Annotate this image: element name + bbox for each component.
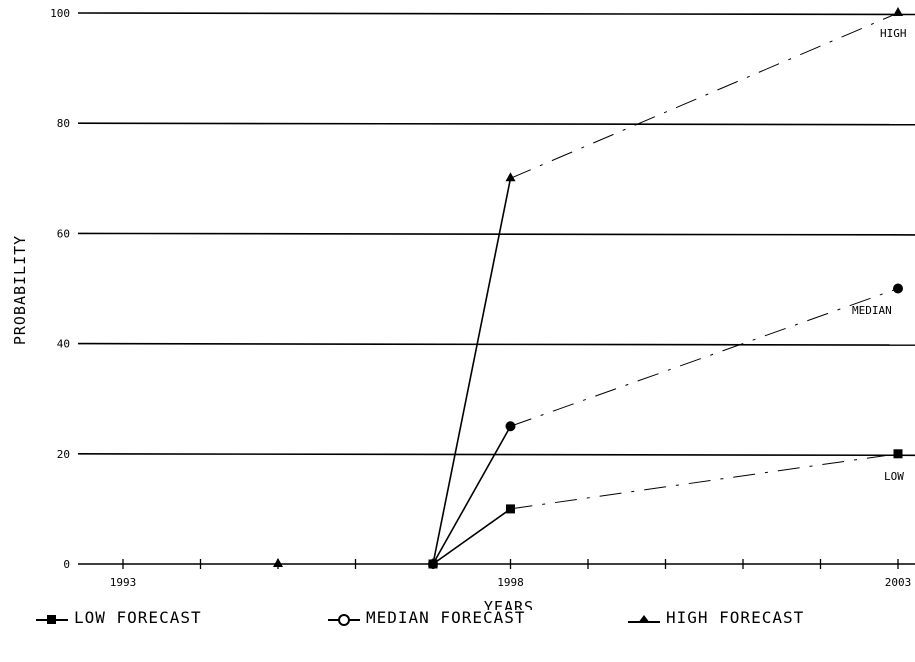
marker-circle-2003: [893, 283, 903, 294]
circle-marker-icon: [328, 613, 360, 626]
x-tick-label-1993: 1993: [110, 576, 137, 589]
end-label-median: MEDIAN: [852, 304, 892, 317]
marker-triangle-2003: [893, 7, 903, 16]
y-tick-label-80: 80: [57, 117, 70, 130]
marker-square-2003: [893, 449, 903, 459]
y-tick-label-100: 100: [50, 7, 70, 20]
y-tick-label-20: 20: [57, 448, 70, 461]
series-lines: [432, 12, 899, 565]
end-label-low: LOW: [884, 470, 904, 483]
line-square-0: [432, 508, 511, 565]
triangle-marker-icon: [628, 614, 660, 623]
marker-circle-1998: [505, 421, 516, 432]
x-tick-label-2003: 2003: [885, 576, 912, 589]
marker-triangle-1998: [505, 172, 516, 182]
gridline-100: [77, 12, 915, 16]
end-label-high: HIGH: [880, 27, 907, 40]
y-tick-label-40: 40: [57, 338, 70, 351]
line-triangle-1: [432, 178, 512, 565]
legend-item-low: LOW FORECAST: [34, 608, 202, 627]
gridline-60: [77, 232, 915, 236]
line-circle-0: [432, 425, 512, 565]
x-axis-title: YEARS: [484, 598, 534, 610]
legend-label-median: MEDIAN FORECAST: [366, 608, 526, 627]
x-tick-label-1998: 1998: [497, 576, 524, 589]
y-tick-labels: 0 20 40 60 80 100: [50, 7, 70, 571]
legend-item-high: HIGH FORECAST: [626, 608, 804, 627]
gridline-80: [77, 122, 915, 126]
probability-chart: 0 20 40 60 80 100 1993 1998 2003 HIGH MEDIAN LO…: [11, 7, 915, 610]
line-circle-1: [510, 288, 899, 427]
marker-square-1998: [506, 504, 515, 514]
x-tick-labels: 1993 1998 2003: [110, 576, 912, 589]
line-triangle-2: [510, 12, 899, 179]
marker-triangle-1997: [428, 558, 438, 567]
square-marker-icon: [36, 614, 68, 624]
marker-triangle-1995: [273, 558, 283, 567]
gridlines: [77, 12, 915, 457]
y-axis-title: PROBABILITY: [11, 235, 29, 345]
y-tick-label-0: 0: [63, 558, 70, 571]
y-tick-label-60: 60: [57, 227, 70, 240]
legend-label-low: LOW FORECAST: [74, 608, 202, 627]
gridline-20: [77, 452, 915, 457]
x-axis: [78, 559, 915, 569]
legend: LOW FORECAST MEDIAN FORECAST HIGH FORECA…: [0, 608, 915, 658]
series-markers: [273, 7, 903, 569]
line-square-1: [510, 453, 899, 510]
legend-label-high: HIGH FORECAST: [666, 608, 805, 627]
gridline-40: [77, 342, 915, 346]
legend-item-median: MEDIAN FORECAST: [326, 608, 526, 627]
